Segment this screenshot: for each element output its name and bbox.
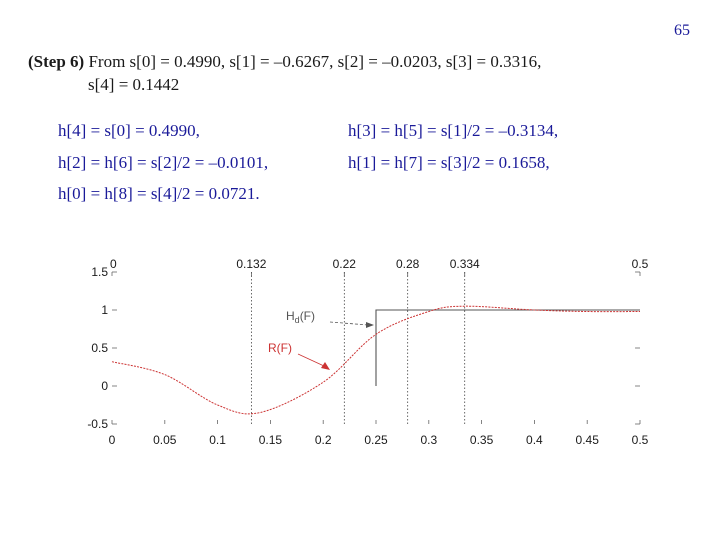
hd-series-line — [375, 309, 640, 386]
x-tick-label: 0.45 — [576, 433, 600, 447]
top-tick-label: 0.5 — [632, 257, 649, 271]
y-tick-label: -0.5 — [87, 417, 108, 431]
step-line-2: s[4] = 0.1442 — [88, 75, 180, 94]
top-tick-label: 0.334 — [450, 257, 480, 271]
r-series-line — [111, 305, 641, 415]
step-label: (Step 6) — [28, 52, 85, 71]
y-tick-label: 0 — [101, 379, 108, 393]
step-text: (Step 6) From s[0] = 0.4990, s[1] = –0.6… — [28, 50, 688, 96]
r-annotation: R(F) — [268, 341, 292, 355]
x-tick-label: 0.05 — [153, 433, 177, 447]
y-tick-label: 1.5 — [91, 265, 108, 279]
equation-h4: h[4] = s[0] = 0.4990, — [58, 121, 200, 140]
x-tick-label: 0.5 — [632, 433, 649, 447]
top-tick-label: 0.22 — [333, 257, 357, 271]
step-line-1: From s[0] = 0.4990, s[1] = –0.6267, s[2]… — [84, 52, 542, 71]
r-arrow-head — [321, 362, 330, 370]
x-tick-label: 0.3 — [420, 433, 437, 447]
page-number: 65 — [674, 22, 690, 39]
y-tick-label: 1 — [101, 303, 108, 317]
x-tick-label: 0.25 — [364, 433, 388, 447]
hd-arrow-head — [366, 322, 374, 328]
x-tick-label: 0.4 — [526, 433, 543, 447]
x-tick-label: 0.35 — [470, 433, 494, 447]
top-tick-label: 0.28 — [396, 257, 420, 271]
equation-h2-h6: h[2] = h[6] = s[2]/2 = –0.0101, — [58, 153, 269, 172]
r-arrow-line — [297, 353, 325, 367]
x-tick-label: 0.15 — [259, 433, 283, 447]
equation-h1-h7: h[1] = h[7] = s[3]/2 = 0.1658, — [348, 153, 550, 172]
hd-arrow-line — [329, 321, 369, 326]
x-tick-label: 0 — [109, 433, 116, 447]
top-tick-label: 0 — [110, 257, 117, 271]
top-tick-label: 0.132 — [236, 257, 266, 271]
y-tick-label: 0.5 — [91, 341, 108, 355]
equation-h0-h8: h[0] = h[8] = s[4]/2 = 0.0721. — [58, 184, 260, 203]
equation-h3-h5: h[3] = h[5] = s[1]/2 = –0.3134, — [348, 121, 559, 140]
x-tick-label: 0.2 — [315, 433, 332, 447]
x-tick-label: 0.1 — [209, 433, 226, 447]
hd-annotation: Hd(F) — [286, 309, 315, 325]
